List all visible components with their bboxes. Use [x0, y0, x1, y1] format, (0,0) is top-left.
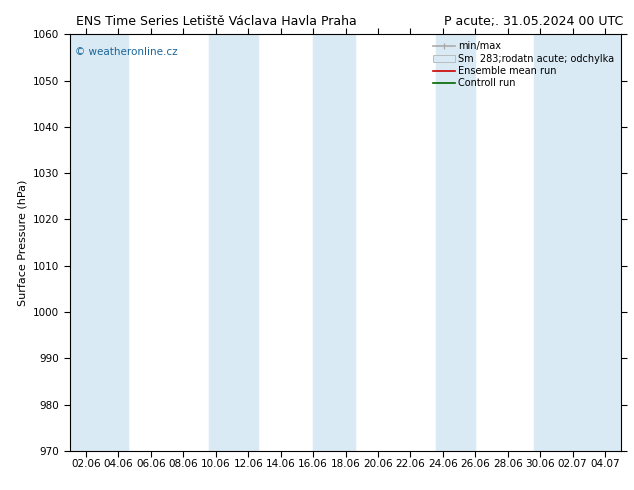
Bar	[209, 34, 258, 451]
Bar	[313, 34, 355, 451]
Y-axis label: Surface Pressure (hPa): Surface Pressure (hPa)	[18, 179, 27, 306]
Text: © weatheronline.cz: © weatheronline.cz	[75, 47, 178, 57]
Text: P acute;. 31.05.2024 00 UTC: P acute;. 31.05.2024 00 UTC	[444, 15, 623, 28]
Bar	[534, 34, 583, 451]
Legend: min/max, Sm  283;rodatn acute; odchylka, Ensemble mean run, Controll run: min/max, Sm 283;rodatn acute; odchylka, …	[431, 39, 616, 90]
Bar	[583, 34, 621, 451]
Bar	[436, 34, 476, 451]
Text: ENS Time Series Letiště Václava Havla Praha: ENS Time Series Letiště Václava Havla Pr…	[76, 15, 357, 28]
Bar	[70, 34, 128, 451]
